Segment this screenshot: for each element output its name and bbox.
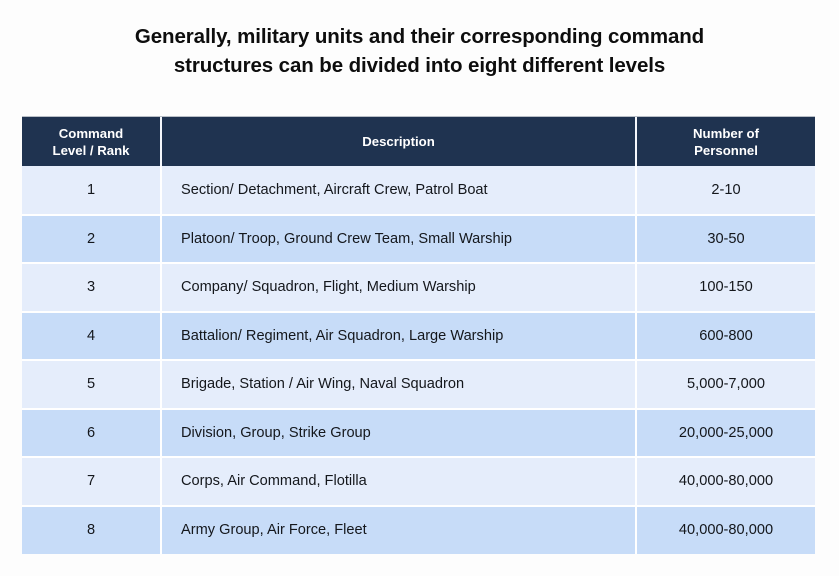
cell-description: Section/ Detachment, Aircraft Crew, Patr… [161,166,637,216]
page-title: Generally, military units and their corr… [0,22,839,80]
cell-description: Corps, Air Command, Flotilla [161,457,637,507]
cell-description: Battalion/ Regiment, Air Squadron, Large… [161,311,637,361]
command-levels-table: Command Level / Rank Description Number … [22,117,815,554]
cell-command-level: 7 [22,457,162,507]
cell-description: Brigade, Station / Air Wing, Naval Squad… [161,360,637,410]
column-header-number-of-personnel-line-2: Personnel [694,142,758,158]
cell-number-of-personnel: 40,000-80,000 [636,457,815,507]
column-header-number-of-personnel: Number of Personnel [636,117,815,166]
table-row: 4 Battalion/ Regiment, Air Squadron, Lar… [22,311,815,361]
cell-number-of-personnel: 20,000-25,000 [636,408,815,458]
cell-command-level: 1 [22,166,162,216]
table-row: 6 Division, Group, Strike Group 20,000-2… [22,408,815,458]
cell-number-of-personnel: 30-50 [636,214,815,264]
cell-number-of-personnel: 100-150 [636,263,815,313]
cell-command-level: 3 [22,263,162,313]
column-header-command-level-rank-line-2: Level / Rank [52,142,130,158]
cell-command-level: 8 [22,505,162,554]
column-header-command-level-rank: Command Level / Rank [22,117,162,166]
table-row: 2 Platoon/ Troop, Ground Crew Team, Smal… [22,214,815,264]
cell-command-level: 6 [22,408,162,458]
table-header: Command Level / Rank Description Number … [22,117,815,166]
cell-command-level: 4 [22,311,162,361]
table-row: 7 Corps, Air Command, Flotilla 40,000-80… [22,457,815,507]
table-row: 3 Company/ Squadron, Flight, Medium Wars… [22,263,815,313]
cell-number-of-personnel: 5,000-7,000 [636,360,815,410]
table-row: 1 Section/ Detachment, Aircraft Crew, Pa… [22,166,815,216]
cell-description: Company/ Squadron, Flight, Medium Warshi… [161,263,637,313]
cell-description: Division, Group, Strike Group [161,408,637,458]
cell-number-of-personnel: 40,000-80,000 [636,505,815,554]
cell-number-of-personnel: 600-800 [636,311,815,361]
cell-command-level: 5 [22,360,162,410]
cell-description: Platoon/ Troop, Ground Crew Team, Small … [161,214,637,264]
page-title-line-1: Generally, military units and their corr… [134,25,705,48]
column-header-description: Description [161,117,637,166]
cell-number-of-personnel: 2-10 [636,166,815,216]
command-levels-table-container: Command Level / Rank Description Number … [22,116,815,554]
page-title-line-2: structures can be divided into eight dif… [173,54,666,77]
table-row: 8 Army Group, Air Force, Fleet 40,000-80… [22,505,815,554]
cell-description: Army Group, Air Force, Fleet [161,505,637,554]
column-header-number-of-personnel-line-1: Number of [693,125,759,141]
column-header-command-level-rank-line-1: Command [58,125,124,141]
table-row: 5 Brigade, Station / Air Wing, Naval Squ… [22,360,815,410]
table-header-row: Command Level / Rank Description Number … [22,117,815,166]
table-body: 1 Section/ Detachment, Aircraft Crew, Pa… [22,166,815,554]
cell-command-level: 2 [22,214,162,264]
